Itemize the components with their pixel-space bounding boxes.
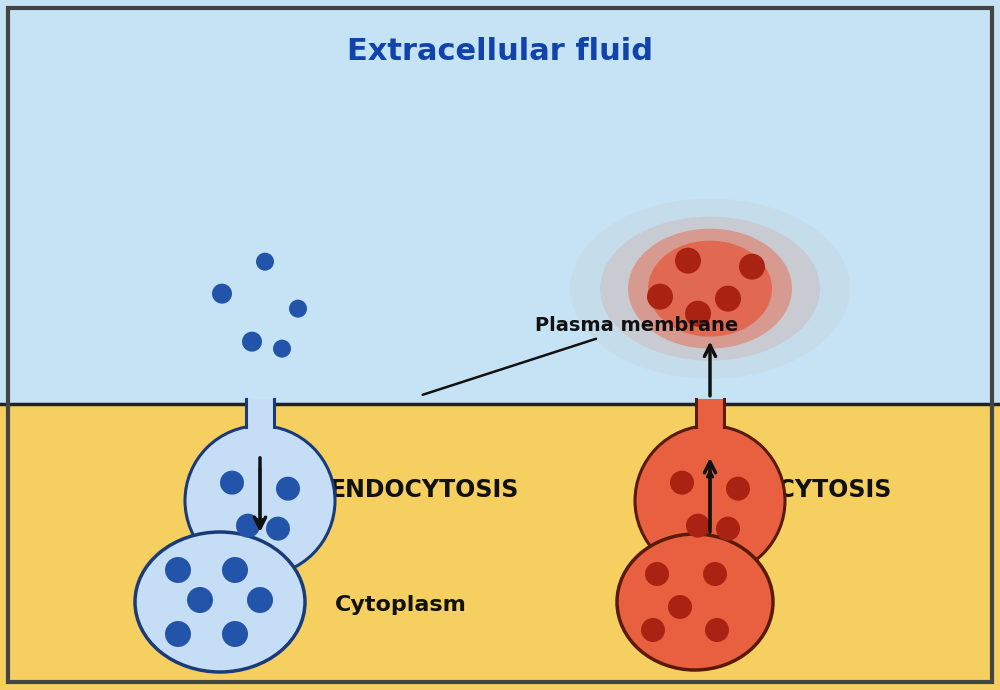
Circle shape: [185, 426, 335, 575]
Circle shape: [675, 248, 701, 274]
Circle shape: [703, 562, 727, 586]
Circle shape: [641, 618, 665, 642]
Circle shape: [647, 284, 673, 310]
Circle shape: [705, 618, 729, 642]
Text: EXOCYTOSIS: EXOCYTOSIS: [725, 478, 892, 502]
Circle shape: [242, 332, 262, 352]
Ellipse shape: [570, 199, 850, 379]
Circle shape: [739, 254, 765, 279]
Circle shape: [715, 286, 741, 312]
Circle shape: [635, 426, 785, 575]
Text: ENDOCYTOSIS: ENDOCYTOSIS: [330, 478, 519, 502]
Circle shape: [670, 471, 694, 495]
Ellipse shape: [617, 534, 773, 670]
Circle shape: [726, 477, 750, 501]
Circle shape: [165, 621, 191, 647]
Circle shape: [645, 562, 669, 586]
Ellipse shape: [628, 228, 792, 348]
FancyBboxPatch shape: [246, 399, 274, 431]
Circle shape: [668, 595, 692, 619]
Text: Plasma membrane: Plasma membrane: [423, 316, 738, 395]
Circle shape: [276, 477, 300, 501]
Circle shape: [716, 517, 740, 541]
Bar: [0, 0, 1000, 404]
Circle shape: [212, 284, 232, 304]
Circle shape: [289, 299, 307, 317]
Ellipse shape: [135, 532, 305, 672]
Circle shape: [247, 587, 273, 613]
FancyBboxPatch shape: [696, 399, 724, 431]
Circle shape: [222, 557, 248, 583]
Circle shape: [685, 301, 711, 326]
Ellipse shape: [648, 241, 772, 337]
Circle shape: [165, 557, 191, 583]
Circle shape: [686, 513, 710, 538]
Circle shape: [256, 253, 274, 270]
Circle shape: [236, 513, 260, 538]
Ellipse shape: [600, 217, 820, 361]
Circle shape: [222, 621, 248, 647]
Text: Cytoplasm: Cytoplasm: [335, 595, 467, 615]
Circle shape: [273, 339, 291, 357]
Circle shape: [220, 471, 244, 495]
Circle shape: [266, 517, 290, 541]
Text: Extracellular fluid: Extracellular fluid: [347, 37, 653, 66]
Circle shape: [187, 587, 213, 613]
